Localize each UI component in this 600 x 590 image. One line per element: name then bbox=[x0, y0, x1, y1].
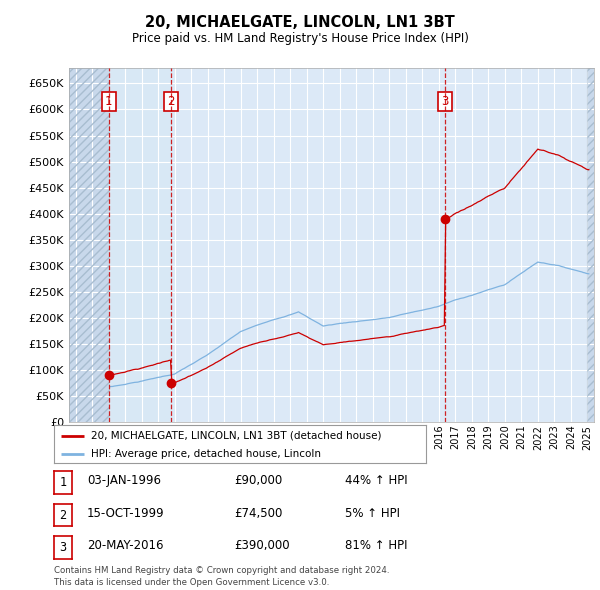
Text: £90,000: £90,000 bbox=[234, 474, 282, 487]
Text: 20, MICHAELGATE, LINCOLN, LN1 3BT: 20, MICHAELGATE, LINCOLN, LN1 3BT bbox=[145, 15, 455, 30]
Text: 15-OCT-1999: 15-OCT-1999 bbox=[87, 507, 164, 520]
Text: £390,000: £390,000 bbox=[234, 539, 290, 552]
Text: 3: 3 bbox=[59, 541, 67, 554]
Text: 81% ↑ HPI: 81% ↑ HPI bbox=[345, 539, 407, 552]
Text: HPI: Average price, detached house, Lincoln: HPI: Average price, detached house, Linc… bbox=[91, 448, 321, 458]
Bar bbox=[587, 68, 594, 422]
Bar bbox=[69, 68, 109, 422]
Text: 3: 3 bbox=[442, 95, 449, 108]
Bar bbox=[69, 68, 109, 422]
Bar bbox=[587, 68, 594, 422]
Text: 44% ↑ HPI: 44% ↑ HPI bbox=[345, 474, 407, 487]
Text: Price paid vs. HM Land Registry's House Price Index (HPI): Price paid vs. HM Land Registry's House … bbox=[131, 32, 469, 45]
Text: £74,500: £74,500 bbox=[234, 507, 283, 520]
Text: Contains HM Land Registry data © Crown copyright and database right 2024.
This d: Contains HM Land Registry data © Crown c… bbox=[54, 566, 389, 587]
Text: 20-MAY-2016: 20-MAY-2016 bbox=[87, 539, 163, 552]
Text: 5% ↑ HPI: 5% ↑ HPI bbox=[345, 507, 400, 520]
Bar bbox=[109, 68, 171, 422]
Text: 03-JAN-1996: 03-JAN-1996 bbox=[87, 474, 161, 487]
Text: 2: 2 bbox=[59, 509, 67, 522]
Text: 1: 1 bbox=[59, 476, 67, 489]
Text: 20, MICHAELGATE, LINCOLN, LN1 3BT (detached house): 20, MICHAELGATE, LINCOLN, LN1 3BT (detac… bbox=[91, 431, 382, 441]
Text: 2: 2 bbox=[167, 95, 175, 108]
Text: 1: 1 bbox=[105, 95, 113, 108]
